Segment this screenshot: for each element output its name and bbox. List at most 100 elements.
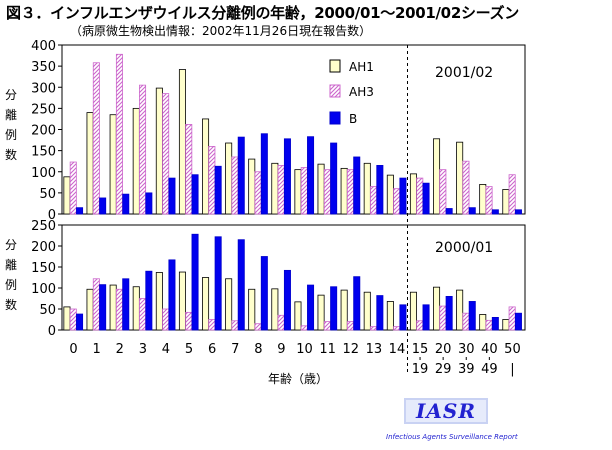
bar-top-ah1-14 [386, 174, 394, 215]
x-tick-label-10: 10 [296, 342, 313, 357]
ylabel-top-char-1: 分 [4, 88, 17, 102]
ylabel-top-char-3: 例 [4, 128, 17, 142]
bar-bottom-ah3-0 [69, 308, 77, 331]
y-tick-label-bottom: 200 [31, 240, 56, 255]
bar-bottom-ah3-10 [300, 325, 308, 331]
bar-bottom-b-13 [376, 295, 384, 331]
bar-bottom-b-3 [145, 270, 153, 331]
bar-bottom-ah1-18 [479, 314, 487, 331]
bar-bottom-ah1-14 [386, 301, 394, 331]
bar-bottom-ah3-17 [462, 312, 470, 331]
bar-top-ah3-5 [185, 124, 193, 215]
bar-bottom-b-16 [445, 295, 453, 331]
bar-bottom-b-11 [330, 286, 338, 331]
bar-bottom-ah3-4 [162, 308, 170, 331]
bar-top-ah3-6 [208, 145, 216, 215]
chart-title: 図３．インフルエンザウイルス分離例の年齢，2000/01～2001/02シーズン [6, 4, 520, 22]
bar-bottom-ah3-1 [92, 278, 100, 331]
bar-bottom-ah1-16 [433, 286, 441, 331]
bar-top-ah1-12 [340, 167, 348, 215]
x-tick-label-0: 0 [69, 342, 77, 357]
y-tick-label-bottom: 0 [48, 324, 56, 339]
season-label-bottom: 2000/01 [435, 240, 493, 256]
bar-bottom-ah3-8 [254, 323, 262, 331]
y-tick-label-top: 350 [31, 60, 56, 75]
x-tick-label-19: 50 [504, 342, 521, 357]
bar-top-ah1-5 [178, 69, 186, 215]
bar-top-ah3-3 [139, 84, 147, 215]
bar-top-b-8 [260, 133, 268, 215]
bar-top-ah1-15 [409, 173, 417, 215]
x-tick-label-13: 13 [366, 342, 383, 357]
bar-bottom-ah3-19 [508, 306, 516, 331]
bar-bottom-ah3-11 [323, 321, 331, 331]
bar-top-ah1-13 [363, 162, 371, 215]
bar-bottom-ah1-3 [132, 286, 140, 331]
x-tick-label-17: 30 [458, 342, 475, 357]
bar-top-ah3-16 [439, 169, 447, 215]
iasr-logo: IASR [404, 398, 488, 424]
bar-bottom-ah3-7 [231, 320, 239, 331]
y-tick-label-top: 100 [31, 166, 56, 181]
y-tick-label-top: 50 [39, 187, 56, 202]
x-tick-label-3: 3 [139, 342, 147, 357]
bar-bottom-b-17 [468, 301, 476, 331]
bar-bottom-ah1-8 [248, 288, 256, 331]
bar-top-ah1-2 [109, 114, 117, 215]
bar-top-ah1-3 [132, 107, 140, 215]
bar-bottom-ah1-10 [294, 301, 302, 331]
plot-frame-bottom [61, 224, 526, 331]
bar-top-ah1-10 [294, 169, 302, 215]
bar-top-b-1 [99, 197, 107, 215]
bar-bottom-ah3-13 [370, 326, 378, 331]
bar-bottom-ah3-14 [393, 326, 401, 331]
bar-bottom-ah1-4 [155, 272, 163, 331]
bar-top-ah3-11 [323, 169, 331, 215]
bar-top-b-10 [307, 136, 315, 215]
bar-top-ah1-0 [63, 176, 71, 215]
y-tick-label-top: 250 [31, 102, 56, 117]
bar-bottom-b-14 [399, 304, 407, 331]
y-tick-label-top: 400 [31, 39, 56, 54]
bar-bottom-b-18 [491, 316, 499, 331]
bar-top-b-0 [76, 207, 84, 215]
bar-top-ah1-16 [433, 138, 441, 215]
bar-top-b-2 [122, 193, 130, 215]
bar-bottom-b-10 [307, 284, 315, 331]
x-tick-label-16-end: 29 [435, 362, 452, 377]
bar-bottom-ah1-1 [86, 288, 94, 331]
x-axis-label: 年齢（歳） [268, 372, 329, 386]
legend-label-ah1: AH1 [349, 60, 374, 74]
ylabel-bottom-char-4: 数 [4, 298, 17, 312]
iasr-logo-text: IASR [416, 399, 476, 423]
bar-bottom-ah1-5 [178, 271, 186, 331]
season-label-top: 2001/02 [435, 65, 493, 81]
y-tick-label-top: 150 [31, 145, 56, 160]
bar-top-b-15 [422, 182, 430, 215]
bar-bottom-ah1-7 [225, 278, 233, 331]
x-tick-label-18-end: 49 [481, 362, 498, 377]
bar-top-ah3-19 [508, 174, 516, 215]
bar-bottom-b-9 [283, 269, 291, 331]
bar-top-ah1-17 [456, 141, 464, 215]
legend-swatch-ah1 [329, 59, 341, 73]
bar-top-ah1-7 [225, 142, 233, 215]
bar-bottom-b-8 [260, 256, 268, 331]
y-tick-label-top: 0 [48, 208, 56, 223]
bar-bottom-b-15 [422, 304, 430, 331]
bar-top-ah1-1 [86, 112, 94, 215]
y-tick-label-bottom: 100 [31, 282, 56, 297]
bar-top-b-18 [491, 209, 499, 215]
bar-top-b-7 [237, 136, 245, 215]
x-tick-label-11: 11 [319, 342, 336, 357]
bar-bottom-b-12 [353, 276, 361, 331]
legend-swatch-b [329, 111, 341, 125]
bar-bottom-ah1-19 [502, 319, 510, 331]
bar-top-ah1-11 [317, 163, 325, 215]
x-tick-label-5: 5 [185, 342, 193, 357]
bar-bottom-ah1-17 [456, 289, 464, 331]
ylabel-top-char-4: 数 [4, 148, 17, 162]
bar-bottom-b-19 [514, 312, 522, 331]
